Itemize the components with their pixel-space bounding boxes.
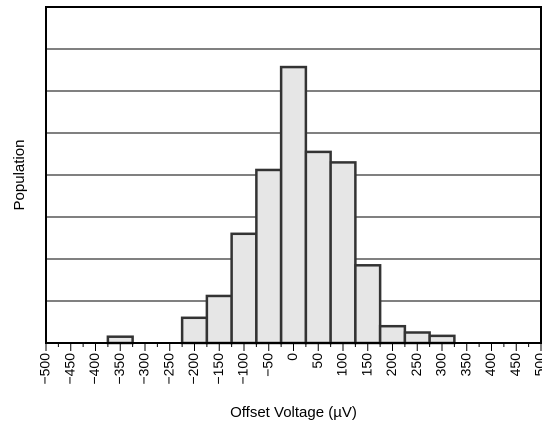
x-tick-label: 100 [334,353,350,377]
x-axis-ticks [45,343,542,351]
histogram-bar [403,331,431,345]
x-tick-label: 500 [532,353,542,377]
x-tick-label: 50 [309,353,325,369]
x-axis-tick-labels: −500 −450 −400 −350 −300 −250 −200 −150 −100 −50 0… [37,353,542,385]
x-tick-label: 250 [408,353,424,377]
x-tick-label: 300 [433,353,449,377]
x-tick-label: 450 [507,353,523,377]
histogram-bar [304,150,332,345]
histogram-bar [180,316,209,345]
x-tick-label: −150 [210,353,226,385]
histogram-bar [378,324,407,345]
x-tick-label: 150 [358,353,374,377]
x-tick-label: −200 [185,353,201,385]
x-tick-label: 400 [482,353,498,377]
x-tick-label: 350 [457,353,473,377]
histogram-bar [205,294,233,345]
x-tick-label: −250 [160,353,176,385]
x-tick-label: 0 [284,353,300,361]
x-tick-label: −400 [86,353,102,385]
histogram-bars [106,65,456,345]
x-tick-label: −50 [259,353,275,377]
histogram-bar [230,232,258,345]
histogram-bar [329,161,357,345]
x-tick-label: −300 [136,353,152,385]
x-tick-label: −100 [235,353,251,385]
x-axis-title: Offset Voltage (µV) [230,404,357,421]
x-tick-label: −350 [111,353,127,385]
histogram-bar [354,264,382,345]
y-axis-title: Population [11,140,28,211]
histogram-bar [255,168,283,345]
x-tick-label: −500 [37,353,53,385]
histogram-bar [279,65,308,345]
histogram-bar [428,334,456,345]
x-tick-label: −450 [61,353,77,385]
x-tick-label: 200 [383,353,399,377]
